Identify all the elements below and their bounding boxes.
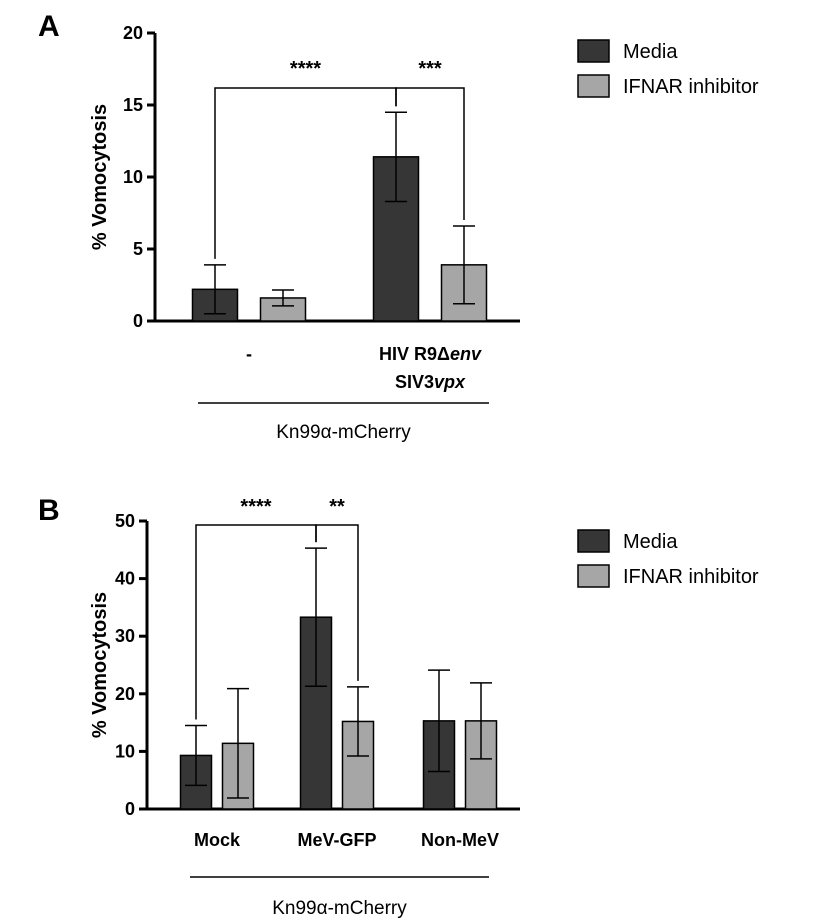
y-tick-label: 30 bbox=[115, 626, 135, 646]
legend-swatch-ifnar bbox=[577, 564, 610, 588]
y-tick-label: 10 bbox=[123, 167, 143, 187]
significance-bracket bbox=[395, 87, 465, 220]
significance-label: **** bbox=[240, 496, 271, 518]
legend-label: Media bbox=[623, 531, 678, 553]
significance-label: **** bbox=[290, 58, 321, 80]
legend-label: IFNAR inhibitor bbox=[623, 566, 759, 588]
category-label-part: env bbox=[450, 344, 482, 364]
category-label-part: SIV3 bbox=[395, 372, 434, 392]
panel-letter: A bbox=[38, 10, 60, 43]
category-label: - bbox=[246, 344, 252, 364]
legend-label: Media bbox=[623, 41, 678, 63]
significance-bracket bbox=[214, 87, 397, 259]
significance-bracket bbox=[315, 524, 359, 681]
category-label-part: Non-MeV bbox=[421, 830, 499, 850]
category-label-part: MeV-GFP bbox=[297, 830, 376, 850]
category-label: MeV-GFP bbox=[297, 830, 376, 850]
category-label-part: HIV R9Δ bbox=[379, 344, 450, 364]
category-label: Mock bbox=[194, 830, 241, 850]
y-tick-label: 15 bbox=[123, 95, 143, 115]
significance-label: *** bbox=[418, 58, 442, 80]
y-tick-label: 10 bbox=[115, 741, 135, 761]
legend-swatch-media bbox=[577, 39, 610, 63]
y-tick-label: 0 bbox=[125, 799, 135, 819]
category-label: HIV R9Δenv bbox=[379, 344, 482, 364]
category-label-part: - bbox=[246, 344, 252, 364]
y-tick-label: 20 bbox=[115, 684, 135, 704]
category-label: SIV3vpx bbox=[395, 372, 466, 392]
legend-swatch-media bbox=[577, 529, 610, 553]
y-tick-label: 0 bbox=[133, 311, 143, 331]
legend-swatch-ifnar bbox=[577, 74, 610, 98]
y-tick-label: 5 bbox=[133, 239, 143, 259]
significance-bracket bbox=[195, 524, 317, 720]
legend-label: IFNAR inhibitor bbox=[623, 76, 759, 98]
y-tick-label: 20 bbox=[123, 23, 143, 43]
y-tick-label: 40 bbox=[115, 569, 135, 589]
category-label: Non-MeV bbox=[421, 830, 499, 850]
chart-panel-b: B 0 10 20 30 40 50 % Vomocytosis Mock MeV-GFP Non-… bbox=[38, 494, 759, 919]
category-label-part: vpx bbox=[434, 372, 466, 392]
y-axis-title: % Vomocytosis bbox=[89, 104, 111, 250]
category-label-part: Mock bbox=[194, 830, 241, 850]
group-label: Kn99α-mCherry bbox=[272, 898, 407, 919]
panel-letter: B bbox=[38, 494, 60, 527]
y-tick-label: 50 bbox=[115, 511, 135, 531]
chart-panel-a: A 0 5 10 15 20 % Vomocytosis - HIV R9Δenv SIV3vpx… bbox=[38, 10, 759, 443]
y-axis-title: % Vomocytosis bbox=[89, 592, 111, 738]
group-label: Kn99α-mCherry bbox=[276, 422, 411, 443]
significance-label: ** bbox=[329, 496, 345, 518]
